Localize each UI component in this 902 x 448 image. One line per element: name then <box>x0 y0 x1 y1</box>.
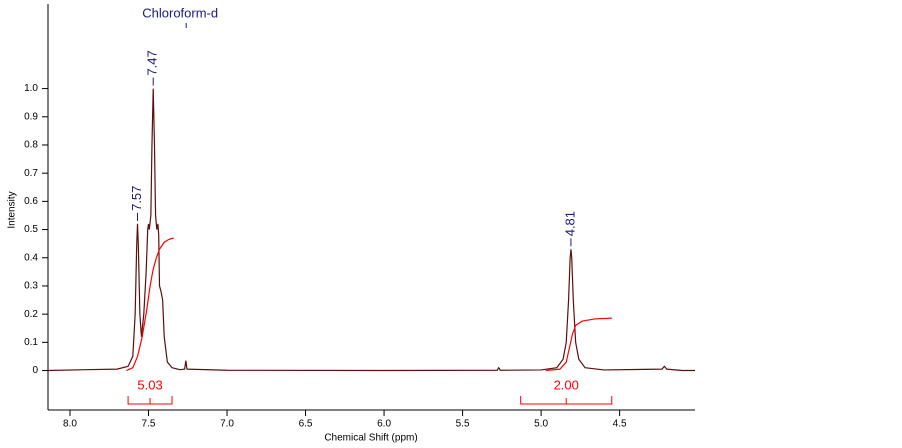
peak-label: 4.81 <box>562 211 577 236</box>
x-tick-label: 7.0 <box>220 419 234 430</box>
integral-bracket <box>127 396 173 405</box>
annotation: Chloroform-d <box>142 5 218 20</box>
peak-label: 7.47 <box>145 50 160 75</box>
y-tick-label: 1.0 <box>24 83 38 94</box>
x-tick-label: 5.0 <box>534 419 548 430</box>
y-axis-title: Intensity <box>7 191 18 228</box>
spectrum-line <box>545 317 612 372</box>
y-tick-label: 0.5 <box>24 224 38 235</box>
y-tick-label: 0.2 <box>24 309 38 320</box>
spectrum-line <box>47 88 695 372</box>
y-tick-label: 0.1 <box>24 337 38 348</box>
x-tick-label: 7.5 <box>142 419 156 430</box>
x-tick-label: 6.0 <box>377 419 391 430</box>
x-tick-label: 5.5 <box>456 419 470 430</box>
x-tick-label: 4.5 <box>613 419 627 430</box>
y-tick-label: 0.7 <box>24 168 38 179</box>
spectrum-line <box>126 237 174 372</box>
integral-label: 2.00 <box>554 377 579 392</box>
x-tick-label: 8.0 <box>63 419 77 430</box>
x-tick-label: 6.5 <box>299 419 313 430</box>
y-tick-label: 0.6 <box>24 196 38 207</box>
y-tick-label: 0.9 <box>24 111 38 122</box>
x-axis-title: Chemical Shift (ppm) <box>324 433 417 444</box>
y-tick-label: 0.4 <box>24 252 38 263</box>
peak-label: 7.57 <box>129 186 144 211</box>
integral-label: 5.03 <box>137 377 162 392</box>
y-tick-label: 0.8 <box>24 140 38 151</box>
integral-bracket <box>520 396 613 405</box>
y-tick-label: 0.3 <box>24 281 38 292</box>
y-tick-label: 0 <box>32 365 38 376</box>
